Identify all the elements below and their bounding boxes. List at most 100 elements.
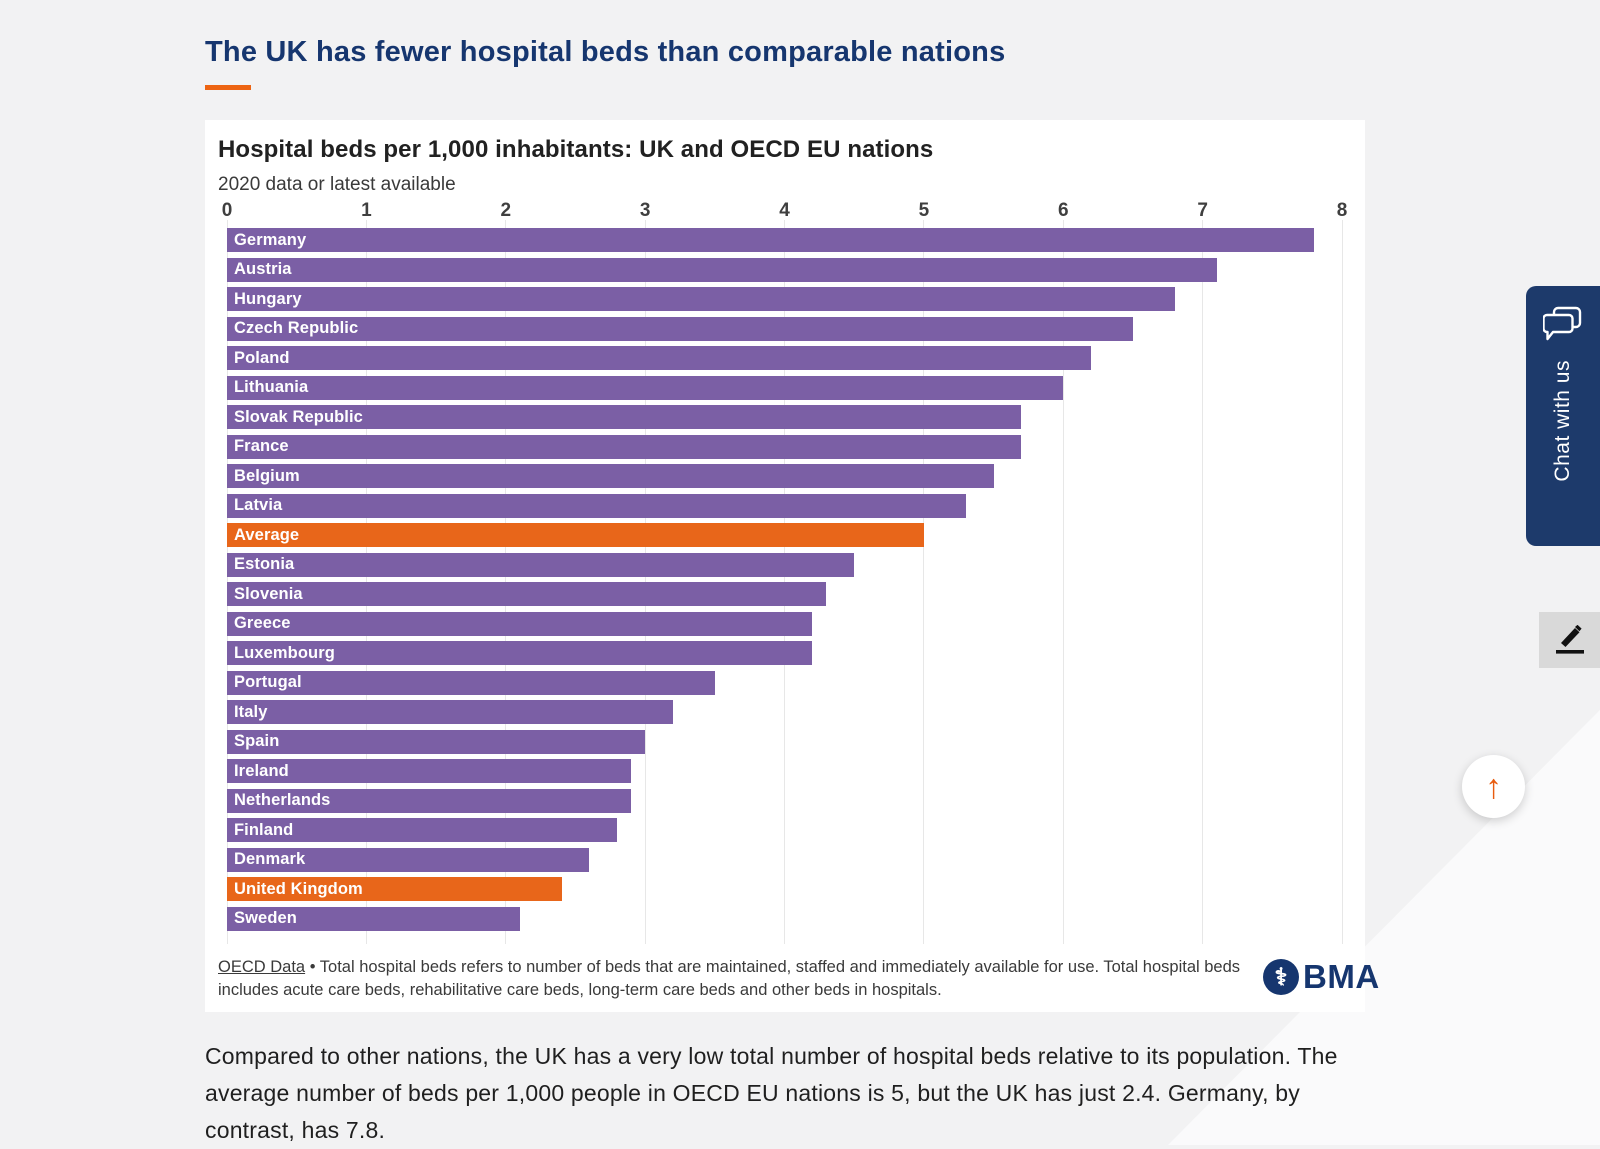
bar-label: Greece: [234, 614, 291, 632]
x-tick-label: 8: [1336, 200, 1348, 221]
gridline: [923, 220, 925, 944]
bar-row: Luxembourg: [227, 641, 1342, 665]
bar-row: France: [227, 434, 1342, 459]
bar-row: Lithuania: [227, 375, 1342, 400]
chart-subtitle: 2020 data or latest available: [218, 174, 456, 195]
bar-slovak-republic: Slovak Republic: [227, 405, 1022, 429]
x-tick-label: 1: [361, 200, 372, 221]
chart-card: Hospital beds per 1,000 inhabitants: UK …: [205, 120, 1379, 1012]
bar-row: Slovenia: [227, 582, 1342, 606]
bar-row: United Kingdom: [227, 877, 1342, 901]
bar-label: Czech Republic: [234, 319, 359, 337]
x-tick-label: 5: [918, 200, 930, 221]
scroll-to-top-button[interactable]: ↑: [1462, 755, 1525, 818]
bar-label: Slovenia: [234, 584, 303, 603]
bar-finland: Finland: [227, 818, 618, 842]
bar-label: Spain: [234, 732, 280, 750]
bar-united-kingdom: United Kingdom: [227, 877, 562, 901]
bar-label: Portugal: [234, 673, 302, 691]
gridline: [1341, 220, 1343, 944]
bar-poland: Poland: [227, 346, 1092, 370]
bar-label: Sweden: [234, 909, 297, 927]
bar-row: Germany: [227, 228, 1342, 252]
bar-row: Poland: [227, 346, 1342, 370]
bar-label: United Kingdom: [234, 879, 363, 898]
bar-row: Average: [227, 523, 1342, 547]
chat-with-us-tab[interactable]: Chat with us: [1526, 286, 1600, 546]
x-axis: 0 1 2 3 4 5 6 7 8: [222, 200, 1348, 228]
bar-label: Poland: [234, 348, 290, 367]
bar-row: Italy: [227, 700, 1342, 724]
bar-sweden: Sweden: [227, 906, 520, 931]
up-arrow-icon: ↑: [1485, 767, 1502, 806]
title-underline: [205, 85, 251, 90]
x-tick-label: 0: [221, 200, 233, 221]
x-tick-label: 2: [500, 200, 512, 221]
oecd-data-link[interactable]: OECD Data: [218, 958, 306, 976]
bar-luxembourg: Luxembourg: [227, 641, 813, 665]
bar-belgium: Belgium: [227, 464, 994, 488]
page-title: The UK has fewer hospital beds than comp…: [205, 36, 1006, 68]
chat-bubbles-icon: [1543, 306, 1582, 341]
bar-row: Estonia: [227, 552, 1342, 577]
bar-spain: Spain: [227, 729, 646, 754]
bar-denmark: Denmark: [227, 847, 590, 872]
bar-row: Ireland: [227, 759, 1342, 783]
bar-label: Germany: [234, 230, 307, 249]
annotate-button[interactable]: [1539, 612, 1600, 668]
footnote-text: • Total hospital beds refers to number o…: [218, 958, 1241, 999]
bar-portugal: Portugal: [227, 670, 715, 695]
bar-greece: Greece: [227, 611, 813, 636]
bar-row: Greece: [227, 611, 1342, 636]
bar-label: Estonia: [234, 555, 295, 573]
bar-label: Ireland: [234, 761, 289, 780]
bar-row: Hungary: [227, 287, 1342, 311]
bar-estonia: Estonia: [227, 552, 855, 577]
bar-label: Belgium: [234, 466, 300, 485]
bar-latvia: Latvia: [227, 493, 966, 518]
bar-label: Latvia: [234, 496, 283, 514]
bma-logo: ⚕ BMA: [1263, 958, 1380, 996]
bar-label: Slovak Republic: [234, 407, 363, 426]
bar-row: Spain: [227, 729, 1342, 754]
plot-area: Germany Austria Hungary Czech Republic Polan…: [226, 220, 1343, 944]
body-paragraph: Compared to other nations, the UK has a …: [205, 1043, 1338, 1143]
bar-italy: Italy: [227, 700, 673, 724]
bar-row: Sweden: [227, 906, 1342, 931]
bar-label: Austria: [234, 260, 292, 278]
x-tick-label: 6: [1057, 200, 1069, 221]
bar-row: Finland: [227, 818, 1342, 842]
bar-row: Czech Republic: [227, 316, 1342, 341]
bar-label: France: [234, 437, 289, 455]
gridline: [1202, 220, 1204, 944]
bar-label: Average: [234, 525, 300, 544]
bma-logo-text: BMA: [1303, 958, 1380, 995]
bar-label: Hungary: [234, 289, 302, 308]
bar-row: Slovak Republic: [227, 405, 1342, 429]
bar-label: Italy: [234, 702, 268, 721]
x-tick-label: 4: [779, 200, 790, 221]
bar-label: Luxembourg: [234, 643, 335, 662]
chart-title: Hospital beds per 1,000 inhabitants: UK …: [218, 136, 934, 163]
bar-label: Netherlands: [234, 791, 331, 809]
gridline: [1062, 220, 1064, 944]
bar-average: Average: [227, 523, 924, 547]
footnote: OECD Data • Total hospital beds refers t…: [218, 956, 1253, 1002]
bar-row: Austria: [227, 257, 1342, 282]
bar-label: Finland: [234, 820, 294, 839]
bar-germany: Germany: [227, 228, 1315, 252]
bar-netherlands: Netherlands: [227, 788, 632, 813]
bar-lithuania: Lithuania: [227, 375, 1064, 400]
bar-row: Portugal: [227, 670, 1342, 695]
bar-czech-republic: Czech Republic: [227, 316, 1133, 341]
bar-slovenia: Slovenia: [227, 582, 827, 606]
bar-label: Lithuania: [234, 378, 309, 396]
bar-row: Belgium: [227, 464, 1342, 488]
x-tick-label: 7: [1197, 200, 1208, 221]
caduceus-icon: ⚕: [1263, 959, 1299, 995]
chat-tab-label: Chat with us: [1551, 360, 1574, 482]
bar-label: Denmark: [234, 850, 306, 868]
x-tick-label: 3: [639, 200, 651, 221]
bar-france: France: [227, 434, 1022, 459]
